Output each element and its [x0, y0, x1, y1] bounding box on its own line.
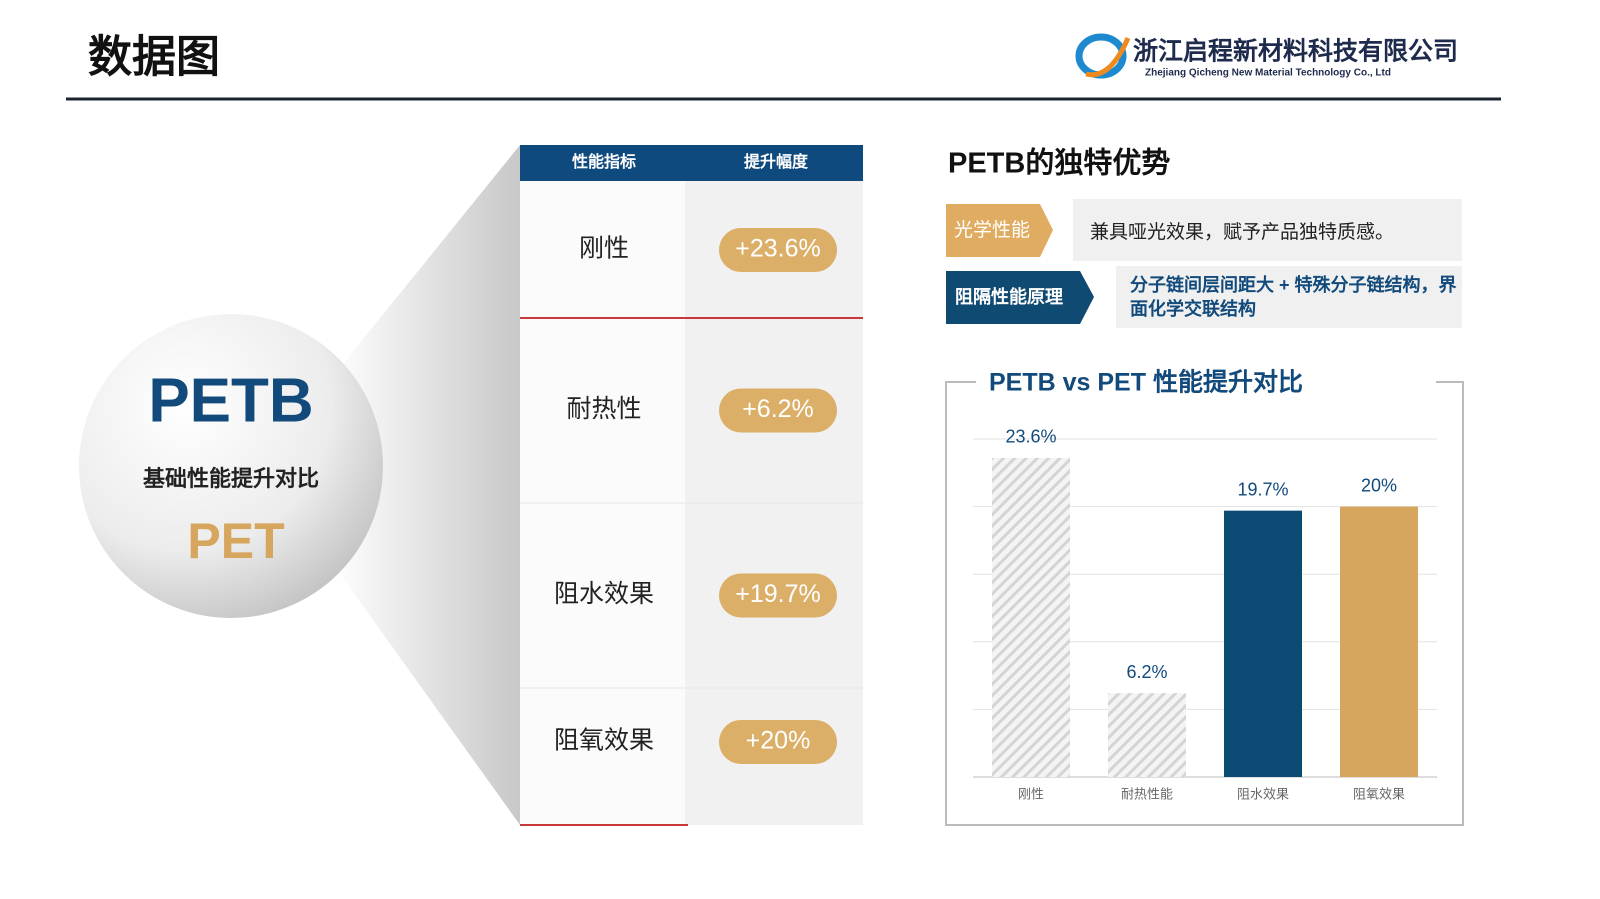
- compare-label: 基础性能提升对比: [143, 466, 319, 491]
- table-cell: +23.6%: [735, 235, 821, 263]
- table-cell: 刚性: [579, 235, 629, 263]
- x-tick-label: 阻氧效果: [1353, 786, 1405, 801]
- bar: [1108, 693, 1186, 777]
- advantage-label: 光学性能: [954, 219, 1030, 241]
- table-cell: 阻水效果: [554, 580, 654, 608]
- table-cell: +20%: [746, 727, 811, 755]
- pet-label: PET: [187, 513, 284, 569]
- text-box: [1073, 199, 1462, 261]
- company-name: 浙江启程新材料科技有限公司: [1133, 37, 1458, 66]
- advantage-text: 分子链间层间距大 + 特殊分子链结构，界面化学交联结构: [1130, 275, 1457, 319]
- bar: [1340, 506, 1418, 777]
- company-english: Zhejiang Qicheng New Material Technology…: [1145, 68, 1391, 79]
- chart-frame: [945, 381, 1464, 826]
- table-cell: 阻氧效果: [554, 727, 654, 755]
- advantage-text: 兼具哑光效果，赋予产品独特质感。: [1090, 221, 1395, 243]
- circle: [79, 314, 383, 618]
- table-cell: +19.7%: [735, 580, 821, 608]
- petb-label: PETB: [148, 366, 313, 435]
- funnel: [330, 145, 520, 825]
- advantage-label: 阻隔性能原理: [955, 286, 1063, 307]
- x-tick-label: 阻水效果: [1237, 786, 1289, 801]
- data-label: 19.7%: [1237, 479, 1288, 499]
- data-label: 20%: [1361, 475, 1397, 495]
- label-arrow: [946, 204, 1053, 257]
- x-tick-label: 刚性: [1018, 786, 1044, 801]
- label-arrow: [946, 271, 1094, 324]
- chart-title: PETB vs PET 性能提升对比: [989, 368, 1303, 397]
- pill: [719, 720, 837, 764]
- data-label: 23.6%: [1005, 427, 1056, 447]
- page-title: 数据图: [88, 33, 220, 82]
- pill: [719, 228, 837, 272]
- x-tick-label: 耐热性能: [1121, 786, 1173, 801]
- table-cell: +6.2%: [742, 395, 814, 423]
- table-header: 性能指标: [572, 152, 636, 171]
- text-box: [1116, 266, 1462, 328]
- pill: [719, 573, 837, 618]
- data-label: 6.2%: [1126, 662, 1167, 682]
- bar: [1224, 510, 1302, 777]
- table-cell: 耐热性: [566, 395, 641, 423]
- advantages-title: PETB的独特优势: [948, 146, 1170, 180]
- pill: [719, 388, 837, 433]
- logo: [1075, 33, 1131, 79]
- table-header: 提升幅度: [744, 152, 809, 171]
- bar: [992, 457, 1070, 777]
